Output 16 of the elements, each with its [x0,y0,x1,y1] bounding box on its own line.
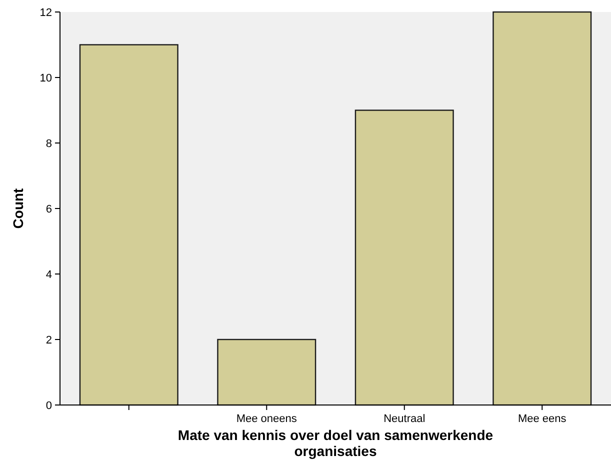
y-axis-title: Count [10,188,26,229]
y-tick-label: 10 [40,72,52,84]
y-tick-label: 6 [46,203,52,216]
y-tick-label: 2 [46,334,52,346]
bar [79,44,178,406]
y-tick-label: 0 [46,400,52,412]
x-axis-title: Mate van kennis over doel van samenwerkende organisaties [178,427,494,459]
x-tick-label: Mee eens [518,413,567,425]
bar [354,110,454,406]
bar [492,11,592,406]
x-tick-label: Mee oneens [236,413,298,425]
y-tick-label: 12 [40,6,52,19]
y-tick-label: 8 [46,138,52,150]
x-tick-label: Neutraal [384,413,426,425]
y-tick-label: 4 [46,268,52,281]
bar [217,338,316,406]
